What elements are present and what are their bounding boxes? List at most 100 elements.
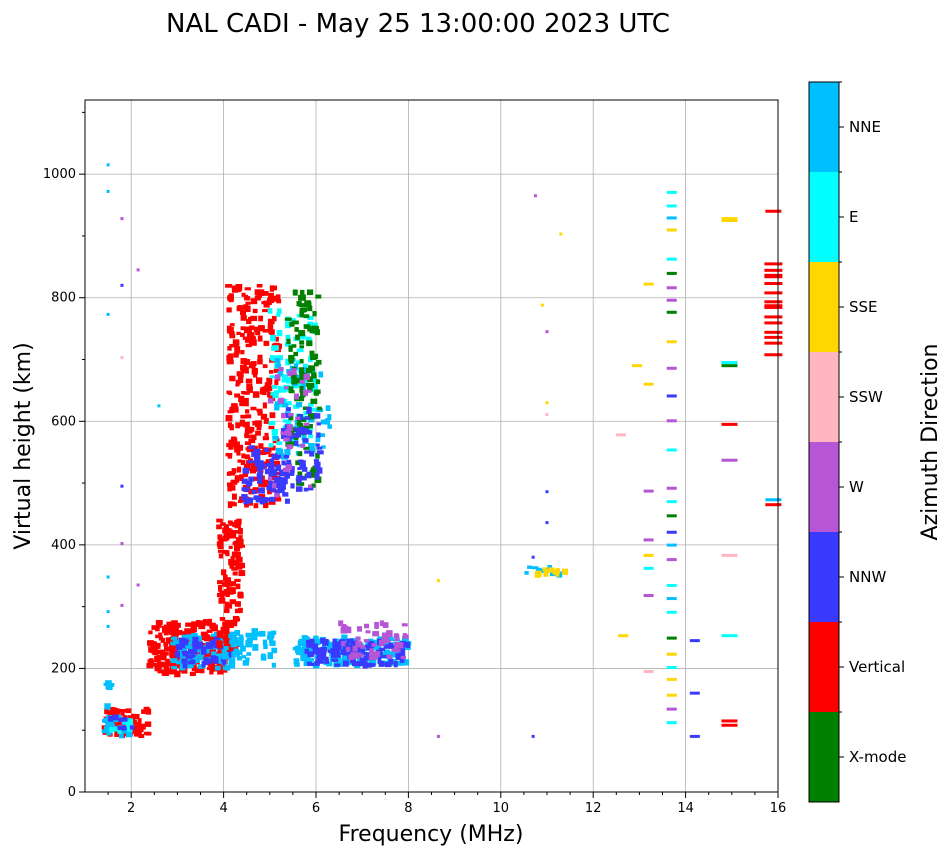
data-point [209, 622, 216, 629]
data-point [216, 524, 222, 530]
data-point [225, 415, 233, 422]
data-point [274, 452, 280, 460]
data-point [263, 300, 270, 308]
data-point [218, 553, 224, 559]
plot-frame [84, 99, 779, 793]
data-point [237, 304, 242, 311]
data-point [250, 434, 257, 441]
data-point [170, 646, 176, 653]
data-point [230, 485, 236, 491]
data-point [295, 478, 302, 482]
data-point [260, 451, 267, 456]
data-point [103, 682, 110, 686]
data-point [372, 639, 377, 645]
data-point [228, 471, 236, 476]
chart-title: NAL CADI - May 25 13:00:00 2023 UTC [166, 9, 670, 39]
y-tick-label: 0 [68, 785, 76, 800]
data-point [303, 422, 310, 426]
data-point [234, 630, 240, 636]
data-point [764, 305, 783, 309]
data-point [374, 651, 381, 657]
data-point [223, 627, 230, 634]
data-point [125, 708, 132, 714]
data-point [209, 646, 217, 654]
data-point [256, 475, 263, 480]
data-point [137, 726, 144, 733]
data-point [643, 594, 654, 598]
data-point [260, 463, 266, 470]
data-point [245, 378, 253, 384]
data-point [256, 426, 262, 431]
data-point [210, 633, 218, 637]
data-point [272, 345, 279, 351]
data-point [104, 708, 109, 714]
data-point [125, 720, 131, 728]
data-point [270, 335, 276, 342]
data-point [359, 657, 367, 664]
data-point [235, 544, 243, 549]
x-axis-label: Frequency (MHz) [339, 822, 524, 847]
data-point [342, 644, 348, 651]
colorbar-segment [809, 712, 839, 802]
data-point [155, 634, 162, 639]
data-point [106, 163, 110, 167]
data-point [253, 372, 258, 378]
data-point [241, 292, 246, 297]
data-points [101, 163, 783, 739]
data-point [228, 532, 234, 536]
data-point [267, 296, 275, 304]
data-point [239, 310, 247, 316]
data-point [228, 658, 235, 666]
data-point [274, 493, 280, 498]
data-point [561, 568, 569, 575]
data-point [398, 649, 406, 657]
data-point [315, 379, 321, 385]
data-point [298, 382, 305, 388]
data-point [321, 445, 326, 449]
x-axis-ticks: 2 4 6 8 10 12 14 16 [107, 792, 786, 816]
data-point [267, 476, 273, 481]
data-point [666, 366, 677, 370]
data-point [666, 310, 677, 314]
data-point [246, 652, 252, 656]
data-point [274, 403, 280, 411]
data-point [279, 487, 285, 493]
data-point [229, 344, 234, 348]
data-point [238, 535, 243, 540]
data-point [250, 315, 258, 322]
data-point [299, 311, 305, 318]
data-point [278, 370, 283, 376]
data-point [239, 544, 246, 548]
data-point [298, 334, 306, 340]
data-point [226, 591, 234, 595]
data-point [237, 527, 243, 535]
data-point [331, 653, 337, 658]
data-point [298, 459, 304, 463]
data-point [286, 435, 294, 439]
data-point [304, 450, 311, 454]
data-point [666, 707, 677, 711]
data-point [666, 190, 677, 194]
data-point [363, 655, 369, 661]
data-point [234, 393, 241, 398]
data-point [157, 404, 161, 408]
data-point [280, 428, 288, 433]
data-point [163, 624, 170, 629]
data-point [311, 353, 319, 359]
data-point [666, 286, 677, 290]
data-point [225, 592, 230, 598]
data-point [264, 468, 270, 475]
data-point [341, 634, 348, 641]
data-point [283, 437, 290, 442]
data-point [200, 635, 206, 641]
data-point [231, 530, 238, 534]
data-point [527, 565, 533, 569]
data-point [436, 734, 440, 738]
data-point [545, 401, 549, 405]
data-point [274, 489, 280, 496]
data-point [262, 402, 267, 409]
data-point [307, 658, 314, 662]
data-point [524, 571, 529, 575]
data-point [259, 497, 265, 505]
data-point [305, 382, 312, 387]
